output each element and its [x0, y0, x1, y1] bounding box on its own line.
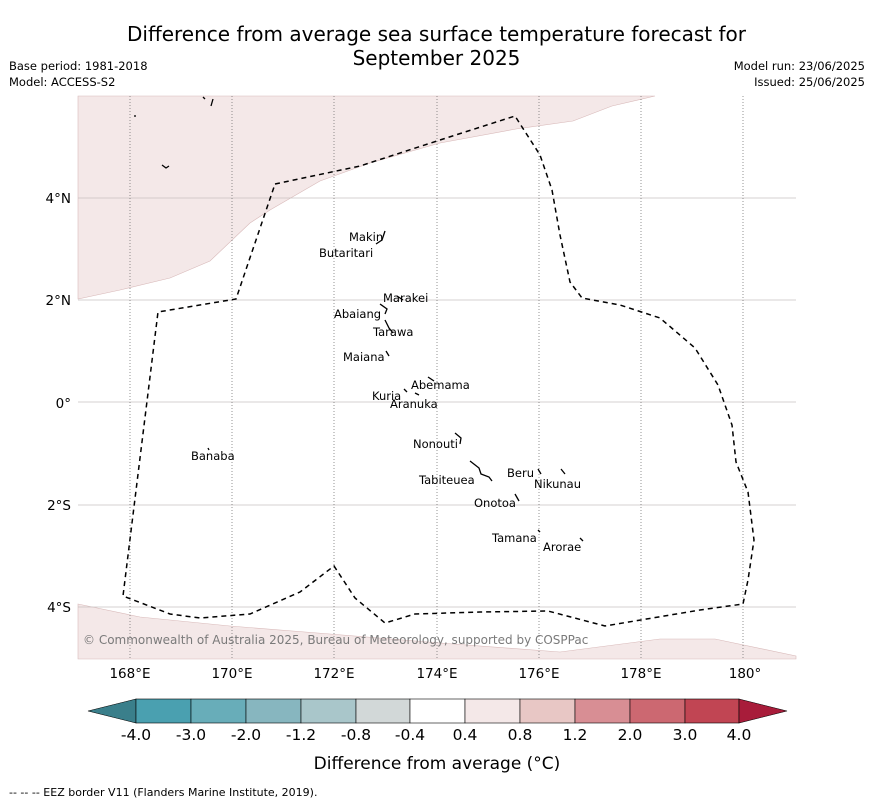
lon-label-172e: 172°E	[313, 666, 354, 682]
cb-tick-4: -1.2	[286, 726, 316, 744]
lat-label-2n: 2°N	[46, 293, 71, 309]
colorbar-segment-5	[355, 698, 411, 724]
cb-tick-3: -2.0	[231, 726, 261, 744]
cb-tick-10: 2.0	[618, 726, 643, 744]
colorbar-segment-10	[629, 698, 686, 724]
tamana-coast	[537, 529, 541, 533]
cb-tick-11: 3.0	[673, 726, 698, 744]
onotoa-coast	[514, 493, 520, 502]
cb-tick-9: 1.2	[563, 726, 588, 744]
island-label-butaritari: Butaritari	[319, 246, 373, 260]
island-label-maiana: Maiana	[343, 350, 385, 364]
island-label-onotoa: Onotoa	[474, 496, 516, 510]
beru-coast	[537, 468, 542, 475]
island-label-makin: Makin	[349, 230, 383, 244]
colorbar-segment-8	[519, 698, 576, 724]
island-label-aranuka: Aranuka	[390, 397, 438, 411]
lat-label-4s: 4°S	[47, 600, 71, 616]
north-islet-a	[202, 96, 206, 100]
north-islet-b	[210, 98, 214, 107]
lat-label-0: 0°	[56, 396, 71, 412]
colorbar	[87, 698, 788, 724]
lon-label-178e: 178°E	[620, 666, 661, 682]
abemama-coast	[427, 376, 435, 382]
model-name-text: Model: ACCESS-S2	[9, 75, 116, 89]
colorbar-segment-1	[135, 698, 192, 724]
colorbar-title: Difference from average (°C)	[314, 754, 561, 774]
lon-label-180: 180°	[729, 666, 762, 682]
colorbar-tick-labels: -4.0 -3.0 -2.0 -1.2 -0.8 -0.4 0.4 0.8 1.…	[121, 726, 751, 744]
cb-tick-8: 0.8	[508, 726, 533, 744]
island-label-beru: Beru	[507, 466, 534, 480]
aranuka-coast	[414, 392, 420, 396]
island-label-banaba: Banaba	[191, 449, 235, 463]
colorbar-segment-4	[300, 698, 357, 724]
tabiteuea-coast	[469, 460, 493, 482]
eez-border	[122, 115, 755, 627]
island-coastlines	[134, 96, 584, 542]
lon-label-170e: 170°E	[211, 666, 252, 682]
colorbar-segment-3	[245, 698, 302, 724]
island-label-marakei: Marakei	[383, 291, 428, 305]
model-run-text: Model run: 23/06/2025	[733, 59, 865, 73]
colorbar-segment-7	[464, 698, 521, 724]
north-islet-d	[161, 164, 170, 169]
warm-anomaly-region-south	[77, 603, 797, 660]
island-label-tamana: Tamana	[491, 531, 537, 545]
maiana-coast	[385, 350, 390, 357]
lon-label-174e: 174°E	[416, 666, 457, 682]
tarawa-coast	[384, 319, 394, 334]
copyright-text: © Commonwealth of Australia 2025, Bureau…	[83, 633, 588, 647]
island-labels: Makin Butaritari Marakei Abaiang Tarawa …	[191, 230, 581, 554]
lon-label-176e: 176°E	[518, 666, 559, 682]
eez-legend-footer: -- -- -- EEZ border V11 (Flanders Marine…	[9, 786, 318, 799]
colorbar-extend-high	[738, 698, 788, 724]
issue-info: Model run: 23/06/2025 Issued: 25/06/2025	[734, 58, 865, 90]
colorbar-segment-6	[409, 698, 466, 724]
cb-tick-1: -4.0	[121, 726, 151, 744]
island-label-nonouti: Nonouti	[413, 437, 458, 451]
banaba-coast	[207, 447, 210, 451]
title-line-2: September 2025	[352, 46, 521, 70]
longitude-gridlines	[129, 96, 744, 659]
colorbar-segment-9	[574, 698, 631, 724]
abaiang-coast	[379, 303, 388, 315]
island-label-tabiteuea: Tabiteuea	[418, 473, 475, 487]
lat-label-4n: 4°N	[46, 191, 71, 207]
kuria-coast	[403, 388, 408, 393]
marakei-coast	[396, 295, 404, 301]
colorbar-segment-2	[190, 698, 247, 724]
colorbar-extend-low	[87, 698, 137, 724]
nikunau-coast	[560, 468, 566, 475]
island-label-kuria: Kuria	[372, 389, 401, 403]
issued-text: Issued: 25/06/2025	[754, 75, 865, 89]
model-info: Base period: 1981-2018 Model: ACCESS-S2	[9, 58, 148, 90]
cb-tick-5: -0.8	[341, 726, 371, 744]
arorae-coast	[579, 537, 584, 542]
longitude-labels: 168°E 170°E 172°E 174°E 176°E 178°E 180°	[109, 666, 761, 682]
island-label-tarawa: Tarawa	[372, 325, 413, 339]
warm-anomaly-region-north	[77, 95, 656, 300]
island-label-nikunau: Nikunau	[534, 477, 581, 491]
island-label-abemama: Abemama	[411, 378, 470, 392]
map-title: Difference from average sea surface temp…	[0, 22, 873, 70]
colorbar-segment-11	[684, 698, 740, 724]
cb-tick-12: 4.0	[727, 726, 752, 744]
latitude-labels: 4°N 2°N 0° 2°S 4°S	[46, 191, 71, 616]
island-label-arorae: Arorae	[543, 540, 581, 554]
island-label-abaiang: Abaiang	[334, 307, 381, 321]
lat-label-2s: 2°S	[47, 498, 71, 514]
makin-coast	[375, 230, 386, 245]
cb-tick-7: 0.4	[453, 726, 478, 744]
lon-label-168e: 168°E	[109, 666, 150, 682]
base-period-text: Base period: 1981-2018	[9, 59, 148, 73]
nonouti-coast	[454, 432, 462, 445]
cb-tick-6: -0.4	[395, 726, 425, 744]
title-line-1: Difference from average sea surface temp…	[126, 22, 746, 46]
cb-tick-2: -3.0	[176, 726, 206, 744]
